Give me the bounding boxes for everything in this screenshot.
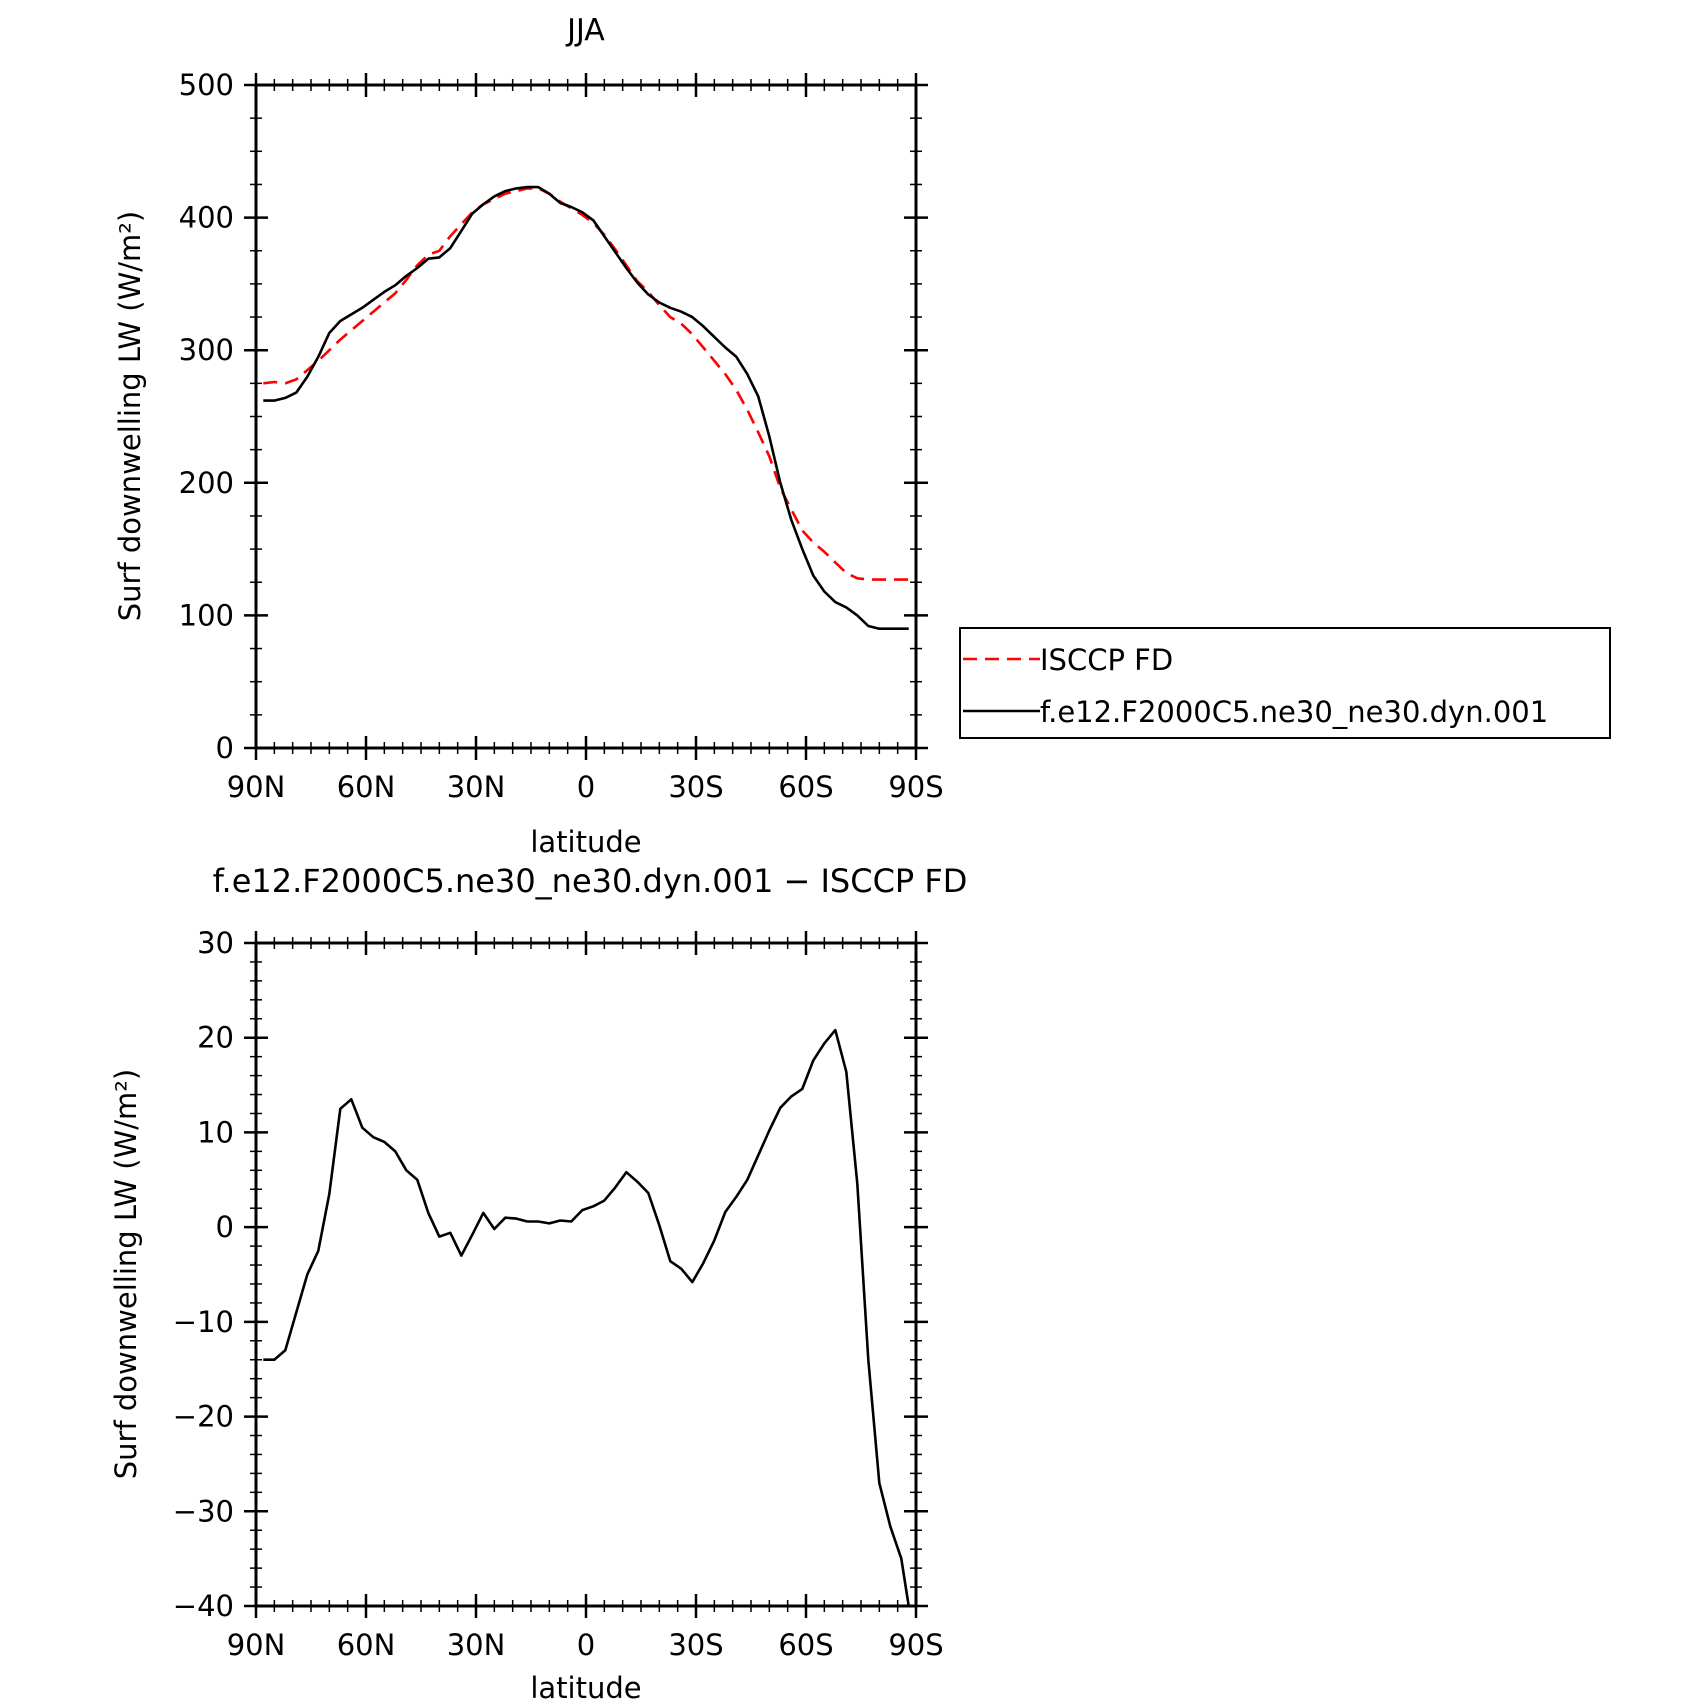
top-y-tick-label: 500 (179, 68, 234, 102)
top-x-tick-label: 90S (888, 770, 943, 804)
legend-box (959, 627, 1611, 739)
top-x-tick-label: 0 (577, 770, 595, 804)
top-x-tick-label: 90N (227, 770, 286, 804)
bottom-plot-frame (254, 941, 918, 1608)
bottom-series-line-0 (263, 1028, 910, 1607)
top-series-line-0 (263, 187, 909, 581)
bottom-x-tick-label: 30N (447, 1628, 506, 1662)
top-x-tick-label: 60N (337, 770, 396, 804)
bottom-x-tick-label: 30S (668, 1628, 723, 1662)
bottom-y-tick-label: 30 (197, 926, 234, 960)
top-x-axis-label: latitude (530, 825, 641, 859)
bottom-x-tick-label: 90S (888, 1628, 943, 1662)
bottom-y-tick-label: −30 (173, 1494, 234, 1528)
top-y-tick-label: 200 (179, 466, 234, 500)
bottom-y-axis-label: Surf downwelling LW (W/m²) (109, 1069, 143, 1479)
top-y-tick-label: 0 (216, 731, 234, 765)
bottom-panel-title: f.e12.F2000C5.ne30_ne30.dyn.001 − ISCCP … (213, 862, 968, 900)
bottom-x-tick-label: 0 (577, 1628, 595, 1662)
bottom-x-axis-label: latitude (530, 1671, 641, 1705)
bottom-x-tick-label: 60N (337, 1628, 396, 1662)
top-panel-title: JJA (565, 13, 605, 48)
bottom-y-tick-label: 20 (197, 1021, 234, 1055)
bottom-y-tick-label: −40 (173, 1589, 234, 1623)
bottom-y-tick-label: −20 (173, 1400, 234, 1434)
top-panel: JJA 90N 60N 30N 0 30S 60S 90S0100200300400500 … (113, 13, 1611, 859)
legend: ISCCP FD f.e12.F2000C5.ne30_ne30.dyn.001 (959, 627, 1611, 739)
top-y-axis-label: Surf downwelling LW (W/m²) (113, 211, 147, 621)
bottom-x-tick-label: 60S (778, 1628, 833, 1662)
top-plot-frame (254, 83, 918, 750)
bottom-x-tick-label: 90N (227, 1628, 286, 1662)
top-y-tick-label: 300 (179, 333, 234, 367)
top-y-tick-label: 400 (179, 201, 234, 235)
bottom-panel: f.e12.F2000C5.ne30_ne30.dyn.001 − ISCCP … (109, 862, 967, 1705)
top-y-tick-label: 100 (179, 598, 234, 632)
top-x-tick-label: 30S (668, 770, 723, 804)
top-x-tick-label: 30N (447, 770, 506, 804)
bottom-y-tick-label: −10 (173, 1305, 234, 1339)
bottom-y-tick-label: 0 (216, 1210, 234, 1244)
legend-label-isccp: ISCCP FD (1040, 643, 1173, 677)
bottom-y-tick-label: 10 (197, 1115, 234, 1149)
top-x-tick-label: 60S (778, 770, 833, 804)
legend-label-model: f.e12.F2000C5.ne30_ne30.dyn.001 (1040, 695, 1548, 729)
top-series-line-1 (263, 185, 909, 631)
